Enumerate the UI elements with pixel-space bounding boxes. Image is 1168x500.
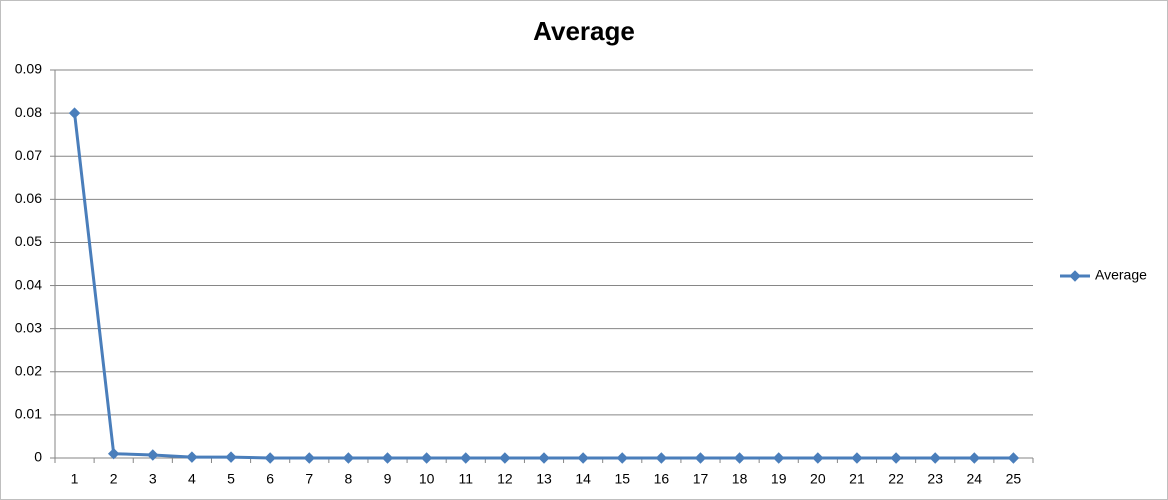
marker: [381, 452, 394, 464]
marker: [420, 452, 433, 464]
y-tick-label: 0.01: [15, 406, 42, 422]
y-tick-label: 0: [34, 449, 42, 465]
marker: [968, 452, 981, 464]
y-tick-label: 0.08: [15, 104, 42, 120]
x-tick-label: 15: [614, 471, 630, 487]
x-tick-label: 1: [71, 471, 79, 487]
marker: [538, 452, 550, 464]
marker: [655, 452, 668, 464]
marker: [1007, 452, 1020, 464]
chart-title: Average: [533, 16, 635, 46]
legend-label: Average: [1095, 267, 1147, 283]
x-tick-label: 9: [384, 471, 392, 487]
x-tick-label: 2: [110, 471, 118, 487]
x-tick-label: 20: [810, 471, 826, 487]
marker: [929, 452, 941, 464]
marker: [890, 452, 902, 464]
y-tick-label: 0.04: [15, 276, 42, 292]
y-tick-label: 0.02: [15, 362, 42, 378]
x-tick-label: 22: [888, 471, 904, 487]
x-tick-label: 7: [305, 471, 313, 487]
y-tick-label: 0.06: [15, 190, 42, 206]
marker: [147, 449, 159, 461]
marker: [851, 452, 863, 464]
x-tick-label: 11: [458, 471, 473, 487]
marker: [107, 447, 120, 460]
marker: [733, 452, 746, 464]
marker: [460, 452, 472, 464]
x-tick-label: 21: [849, 471, 865, 487]
y-tick-label: 0.07: [15, 147, 42, 163]
marker: [303, 452, 315, 464]
y-tick-label: 0.03: [15, 319, 42, 335]
x-tick-label: 4: [188, 471, 196, 487]
marker: [186, 451, 198, 463]
x-tick-label: 13: [536, 471, 552, 487]
x-tick-label: 16: [654, 471, 670, 487]
marker: [499, 452, 511, 464]
x-tick-label: 24: [967, 471, 983, 487]
marker: [342, 452, 355, 464]
marker: [577, 452, 589, 464]
marker: [812, 452, 824, 464]
x-tick-label: 12: [497, 471, 513, 487]
marker: [773, 452, 785, 464]
y-tick-label: 0.05: [15, 233, 42, 249]
marker: [694, 452, 707, 464]
marker: [616, 452, 628, 464]
marker: [225, 451, 237, 463]
x-tick-label: 5: [227, 471, 235, 487]
x-tick-label: 6: [266, 471, 274, 487]
x-tick-label: 23: [927, 471, 943, 487]
x-tick-label: 10: [419, 471, 435, 487]
marker: [68, 107, 81, 119]
x-tick-label: 25: [1006, 471, 1022, 487]
x-tick-label: 14: [575, 471, 591, 487]
x-tick-label: 18: [732, 471, 748, 487]
x-tick-label: 3: [149, 471, 157, 487]
x-tick-label: 17: [693, 471, 709, 487]
x-tick-label: 8: [345, 471, 353, 487]
y-tick-label: 0.09: [15, 61, 42, 77]
x-tick-label: 19: [771, 471, 787, 487]
legend-marker: [1069, 270, 1081, 282]
marker: [264, 452, 276, 464]
